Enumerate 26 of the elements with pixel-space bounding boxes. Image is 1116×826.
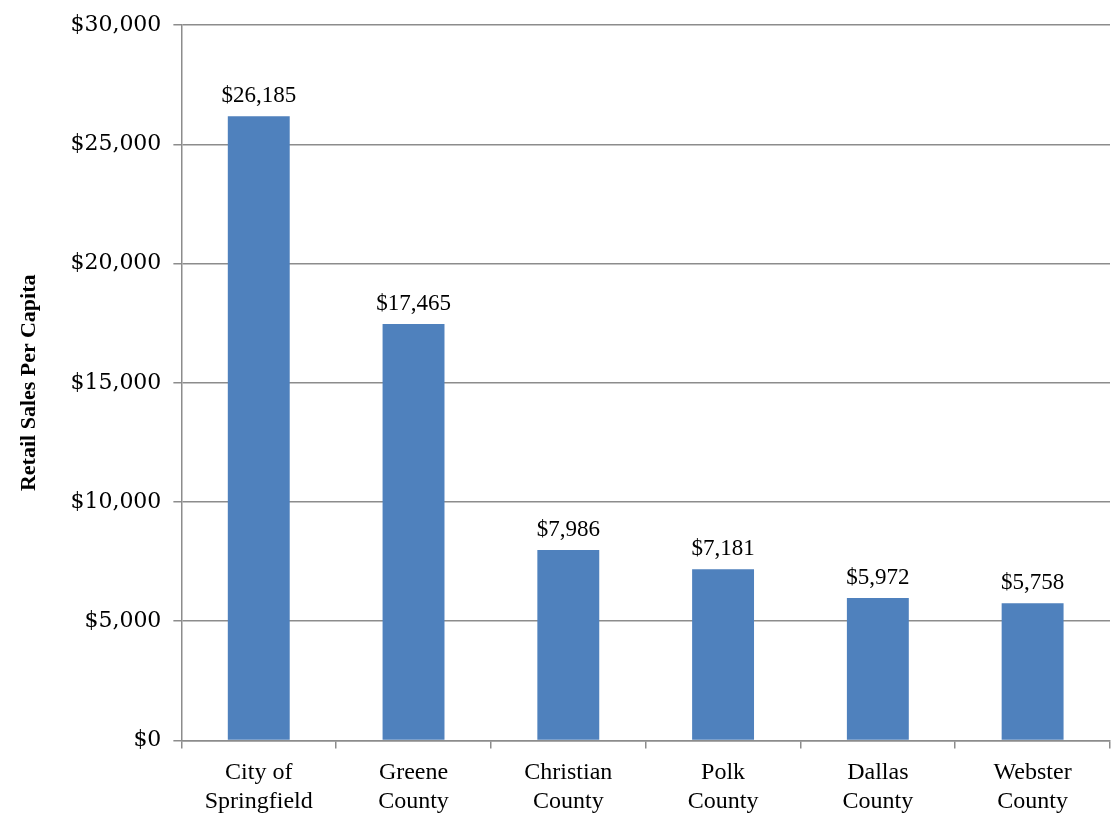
x-tick-label: Webster County <box>993 758 1072 813</box>
data-label: $7,181 <box>691 534 755 560</box>
bar <box>382 324 445 740</box>
x-tick-label: Greene County <box>378 758 449 813</box>
y-tick-label: $25,000 <box>70 130 162 156</box>
data-label: $7,986 <box>536 515 600 541</box>
x-tick-label: Dallas County <box>842 758 914 813</box>
y-tick-label: $20,000 <box>70 249 162 275</box>
y-tick-label: $30,000 <box>70 10 162 36</box>
y-tick-label: $5,000 <box>84 606 162 632</box>
bar <box>227 116 290 740</box>
data-label: $26,185 <box>221 81 297 107</box>
bar <box>1001 603 1064 740</box>
x-tick-label: City of Springfield <box>204 758 313 813</box>
y-tick-label: $15,000 <box>70 368 162 394</box>
y-tick-label: $10,000 <box>70 487 162 513</box>
bar <box>692 569 755 740</box>
data-label: $17,465 <box>376 289 451 315</box>
data-label: $5,972 <box>846 563 910 589</box>
x-tick-label: Christian County <box>524 758 613 813</box>
data-label: $5,758 <box>1000 568 1065 594</box>
x-tick-label: Polk County <box>687 758 759 813</box>
bar <box>846 598 909 740</box>
y-tick-label: $0 <box>133 726 162 752</box>
y-axis-title: Retail Sales Per Capita <box>14 274 40 492</box>
bar <box>537 550 600 740</box>
